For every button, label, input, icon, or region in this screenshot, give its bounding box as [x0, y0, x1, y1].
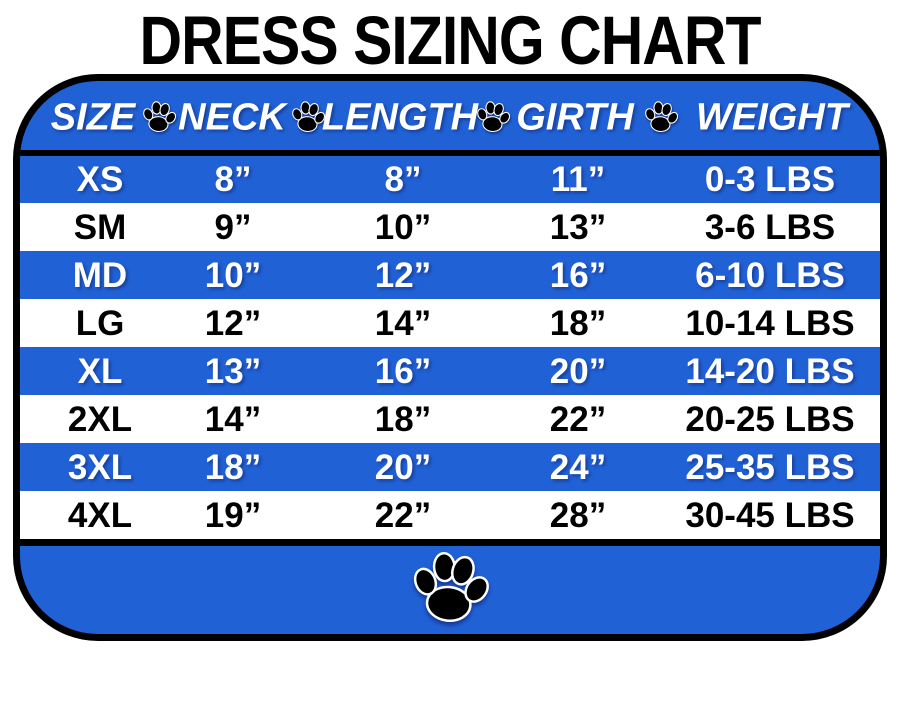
- row-cell-size: LG: [75, 304, 125, 343]
- row-cell-weight: 3-6 LBS: [704, 208, 836, 247]
- row-cell-size: XL: [77, 352, 123, 391]
- header-label-neck: NECK: [178, 96, 286, 139]
- row-cell-neck: 13”: [204, 352, 262, 391]
- row-cell-neck: 12”: [204, 304, 262, 343]
- footer-divider: [20, 539, 880, 546]
- row-cell-length: 18”: [374, 400, 432, 439]
- row-cell-size: 2XL: [67, 400, 133, 439]
- row-cell-size: 3XL: [67, 448, 133, 487]
- table-row-4xl: 4XL 19” 22” 28” 30-45 LBS: [20, 491, 880, 539]
- footer: [20, 546, 880, 634]
- header-label-weight: WEIGHT: [696, 96, 848, 139]
- row-cell-girth: 11”: [550, 160, 606, 199]
- row-cell-weight: 10-14 LBS: [685, 304, 855, 343]
- row-cell-length: 20”: [374, 448, 432, 487]
- row-cell-girth: 13”: [549, 208, 607, 247]
- row-cell-girth: 22”: [549, 400, 607, 439]
- header-divider: [20, 150, 880, 156]
- table-header: SIZE NECK LENGTH GIRTH WEIGHT: [20, 81, 880, 150]
- row-cell-size: XS: [76, 160, 124, 199]
- row-cell-neck: 9”: [214, 208, 252, 247]
- sizing-card: SIZE NECK LENGTH GIRTH WEIGHT XS 8” 8” 1…: [13, 74, 887, 641]
- table-row-xl: XL 13” 16” 20” 14-20 LBS: [20, 347, 880, 395]
- row-cell-weight: 25-35 LBS: [685, 448, 855, 487]
- table-row-lg: LG 12” 14” 18” 10-14 LBS: [20, 299, 880, 347]
- row-cell-neck: 19”: [204, 496, 262, 535]
- paw-icon: [475, 99, 511, 134]
- row-cell-size: MD: [72, 256, 128, 295]
- row-cell-neck: 8”: [214, 160, 252, 199]
- row-cell-weight: 6-10 LBS: [695, 256, 845, 295]
- table-row-sm: SM 9” 10” 13” 3-6 LBS: [20, 203, 880, 251]
- row-cell-length: 10”: [374, 208, 432, 247]
- table-row-md: MD 10” 12” 16” 6-10 LBS: [20, 251, 880, 299]
- row-cell-size: 4XL: [67, 496, 133, 535]
- chart-title: DRESS SIZING CHART: [139, 3, 761, 80]
- footer-paw-icon: [409, 549, 491, 631]
- row-cell-neck: 14”: [204, 400, 262, 439]
- header-label-length: LENGTH: [321, 96, 479, 139]
- row-cell-girth: 24”: [549, 448, 607, 487]
- row-cell-neck: 18”: [204, 448, 262, 487]
- paw-icon: [643, 99, 679, 134]
- row-cell-girth: 28”: [549, 496, 607, 535]
- paw-icon: [141, 99, 177, 134]
- table-row-xs: XS 8” 8” 11” 0-3 LBS: [20, 155, 880, 203]
- header-label-size: SIZE: [50, 96, 136, 139]
- row-cell-weight: 0-3 LBS: [704, 160, 836, 199]
- row-cell-length: 14”: [374, 304, 432, 343]
- row-cell-girth: 18”: [549, 304, 607, 343]
- paw-icon: [290, 99, 326, 134]
- row-cell-size: SM: [73, 208, 127, 247]
- row-cell-girth: 20”: [549, 352, 607, 391]
- row-cell-length: 22”: [374, 496, 432, 535]
- row-cell-weight: 30-45 LBS: [685, 496, 855, 535]
- row-cell-girth: 16”: [549, 256, 607, 295]
- row-cell-neck: 10”: [204, 256, 262, 295]
- table-row-2xl: 2XL 14” 18” 22” 20-25 LBS: [20, 395, 880, 443]
- row-cell-length: 8”: [384, 160, 422, 199]
- table-row-3xl: 3XL 18” 20” 24” 25-35 LBS: [20, 443, 880, 491]
- row-cell-weight: 20-25 LBS: [685, 400, 855, 439]
- row-cell-length: 16”: [374, 352, 432, 391]
- row-cell-length: 12”: [374, 256, 432, 295]
- row-cell-weight: 14-20 LBS: [685, 352, 855, 391]
- header-label-girth: GIRTH: [516, 96, 634, 139]
